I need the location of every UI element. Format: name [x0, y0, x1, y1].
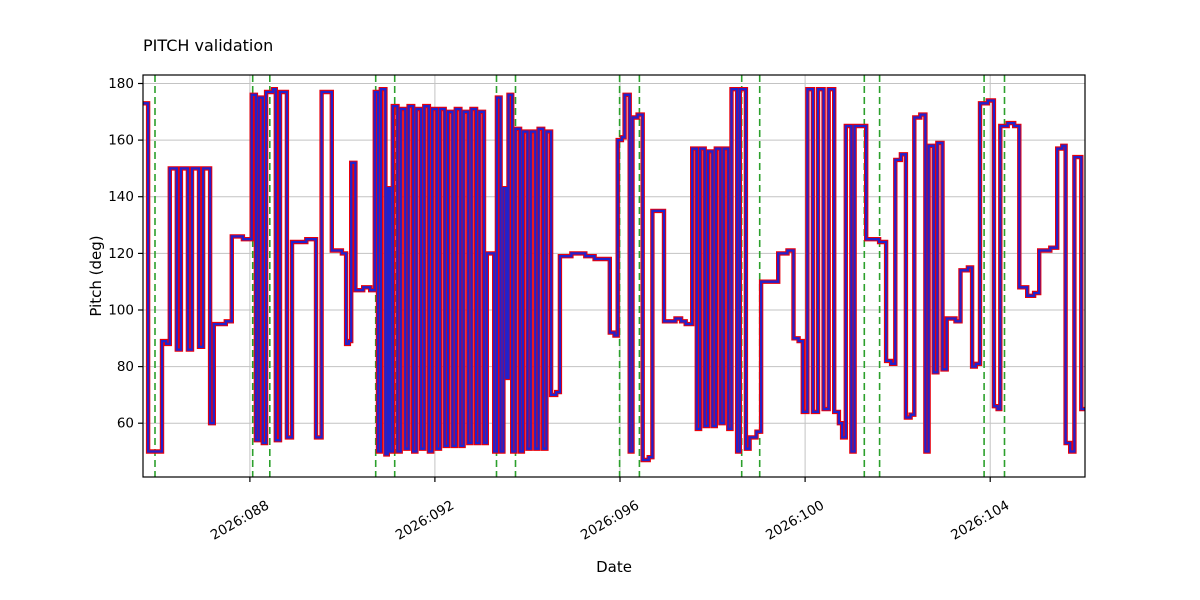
y-tick-label: 160 [108, 133, 134, 149]
x-tick-label: 2026:096 [578, 497, 642, 543]
x-tick-label: 2026:104 [948, 497, 1012, 543]
y-tick-label: 60 [117, 416, 134, 432]
y-tick-label: 180 [108, 76, 134, 92]
series-path-validation [143, 88, 1085, 462]
series-path-reference [143, 87, 1085, 463]
x-tick-label: 2026:092 [393, 497, 457, 543]
axes-frame [142, 74, 1086, 478]
y-tick-label: 100 [108, 303, 134, 319]
y-tick-label: 120 [108, 246, 134, 262]
y-tick-label: 140 [108, 189, 134, 205]
x-tick-label: 2026:088 [208, 497, 272, 543]
chart-title: PITCH validation [143, 36, 274, 55]
y-axis-label: Pitch (deg) [87, 235, 105, 317]
x-axis-label: Date [596, 558, 632, 576]
y-tick-label: 80 [117, 359, 134, 375]
x-tick-label: 2026:100 [763, 497, 827, 543]
